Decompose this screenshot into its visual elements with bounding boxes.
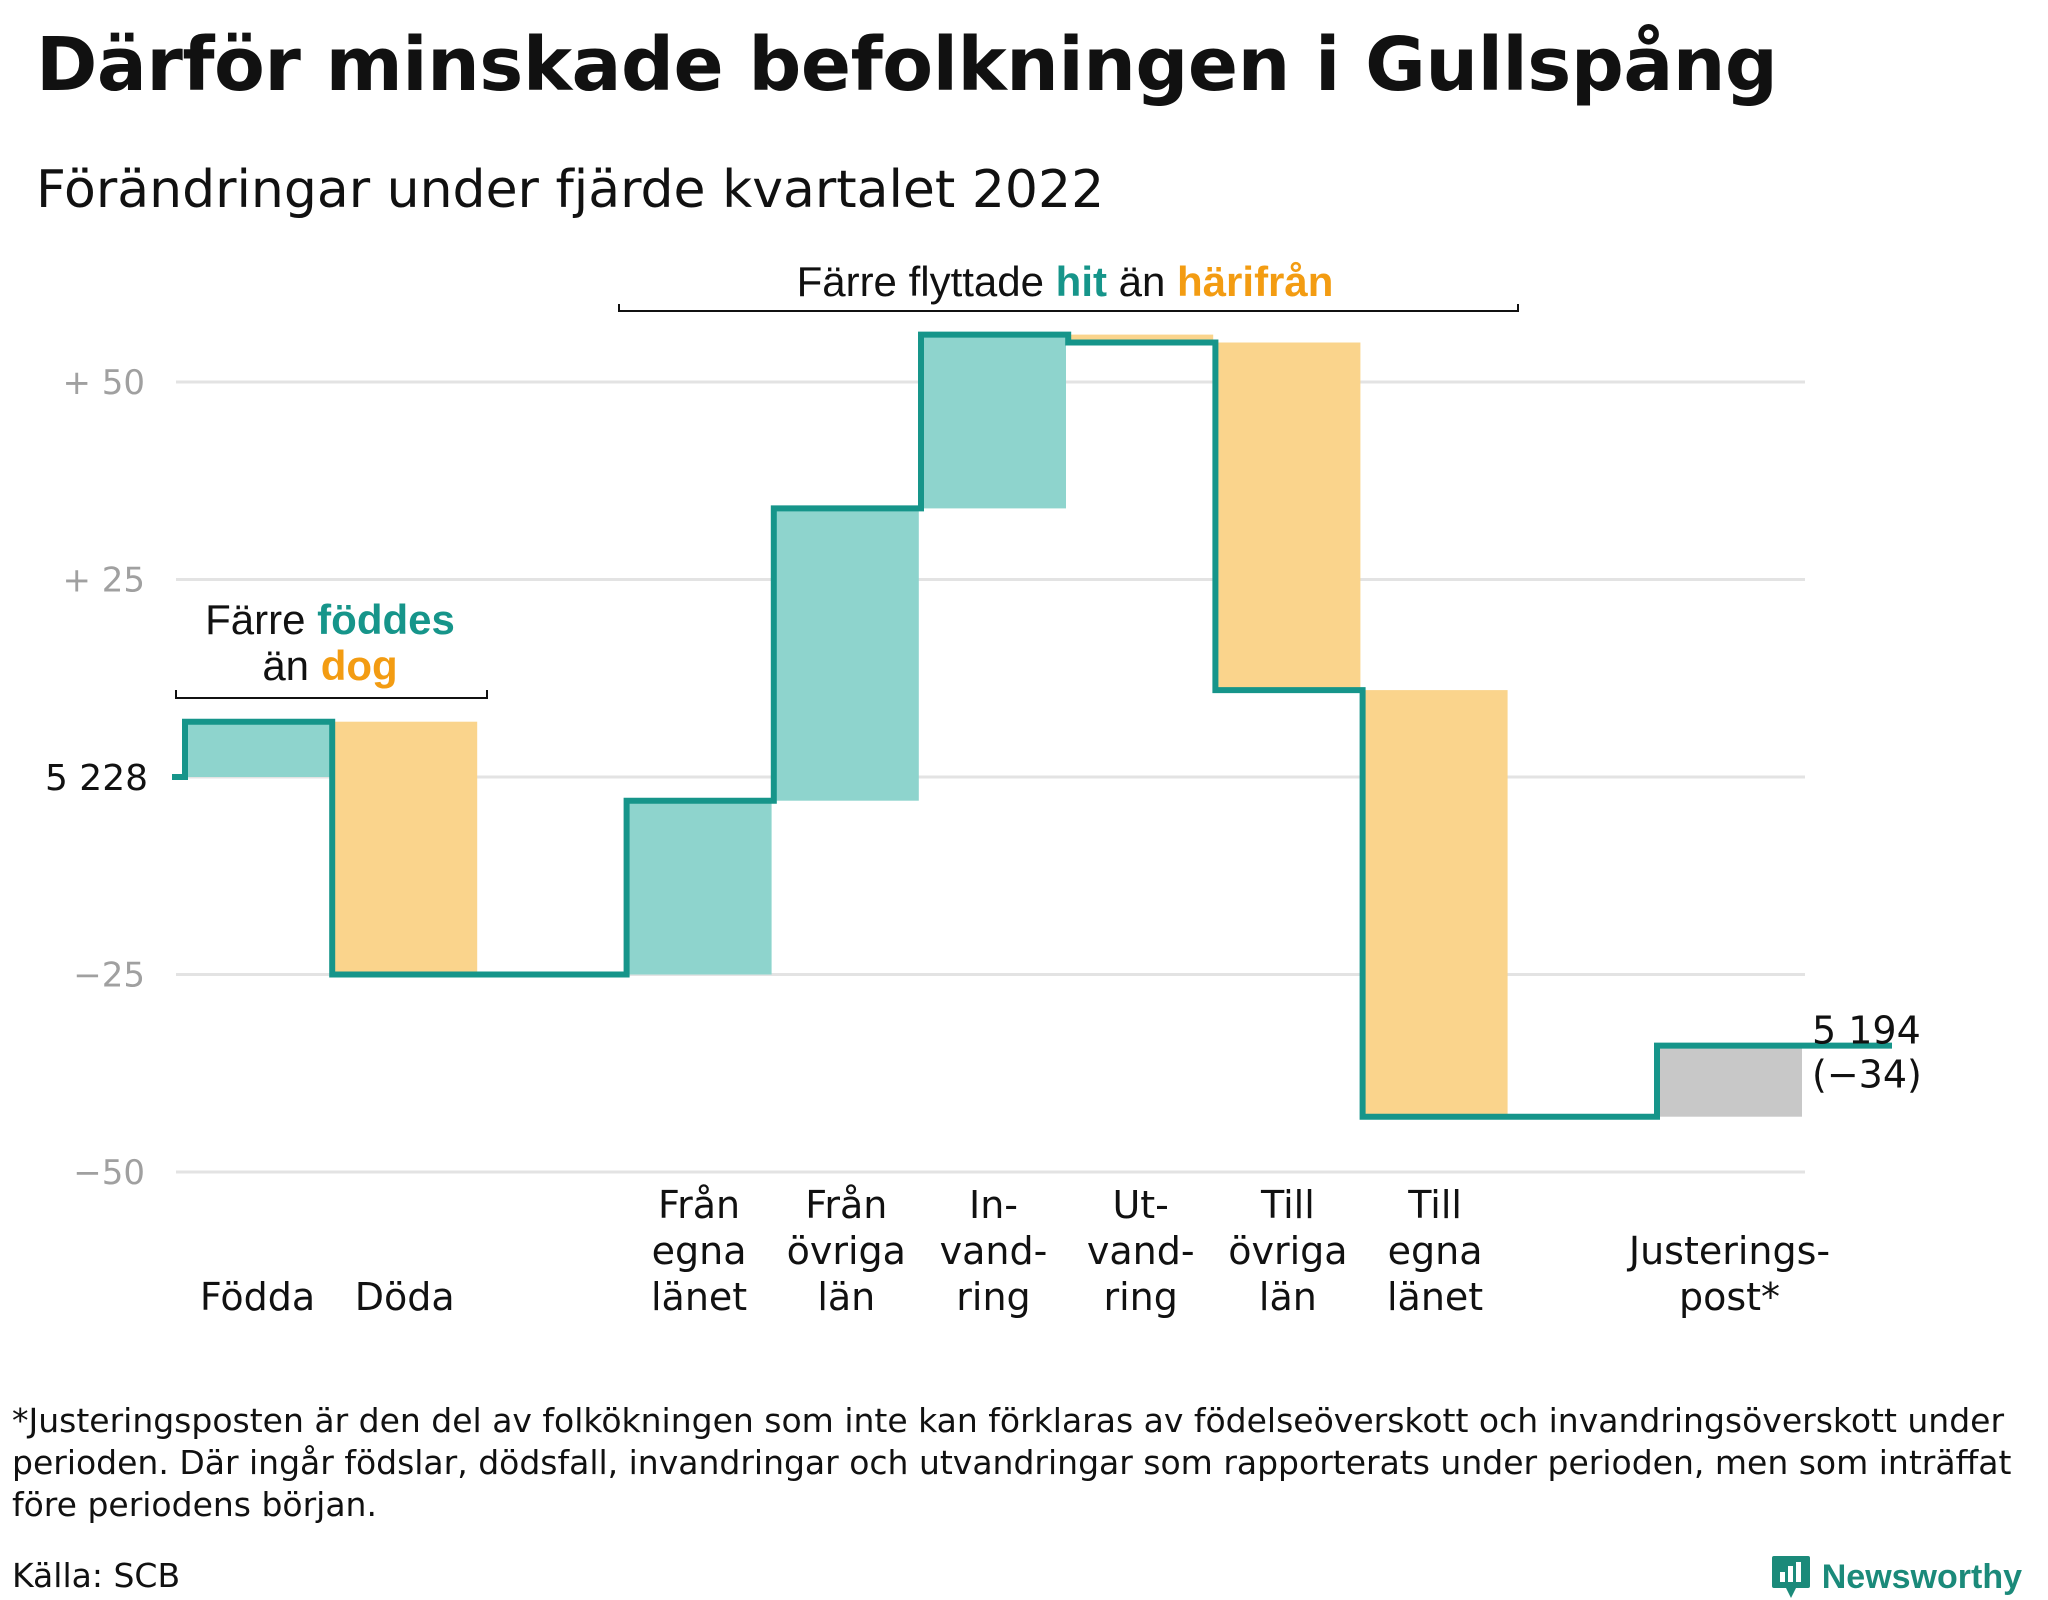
bar-justeringspost	[1657, 1045, 1802, 1117]
chart-title: Därför minskade befolkningen i Gullspång	[36, 22, 1778, 108]
category-label-fodda: Födda	[200, 1275, 315, 1319]
moves-annotation-teal: hit	[1056, 258, 1107, 305]
newsworthy-logo-icon	[1771, 1556, 1810, 1598]
category-label-invandring: In-	[969, 1183, 1018, 1227]
bar-fodda	[185, 721, 330, 777]
category-label-utvandring: ring	[1104, 1275, 1178, 1319]
svg-text:än dog: än dog	[262, 642, 397, 689]
category-label-till-egna-lanet: Till	[1407, 1183, 1462, 1227]
category-label-till-egna-lanet: egna	[1388, 1229, 1483, 1273]
bar-till-egna-lanet	[1362, 690, 1508, 1117]
births-annotation-teal: föddes	[317, 596, 455, 643]
moves-annotation-text2: än	[1119, 258, 1166, 305]
category-label-fran-ovriga-lan: Från	[805, 1183, 887, 1227]
source: Källa: SCB	[12, 1556, 181, 1595]
y-tick-label: −50	[73, 1153, 145, 1193]
category-label-fran-ovriga-lan: övriga	[787, 1229, 906, 1273]
moves-annotation: Färre flyttade hit än härifrån	[618, 258, 1519, 312]
end-change-label: (−34)	[1812, 1053, 1922, 1097]
births-bracket	[175, 690, 488, 699]
y-tick-label: −25	[73, 956, 145, 996]
step-line	[172, 331, 1892, 1120]
category-label-doda: Döda	[355, 1275, 455, 1319]
category-label-till-ovriga-lan: Till	[1260, 1183, 1315, 1227]
bar-fran-ovriga-lan	[773, 508, 919, 801]
bar-invandring	[921, 334, 1066, 509]
category-label-utvandring: vand-	[1087, 1229, 1195, 1273]
end-value-label: 5 194	[1812, 1009, 1921, 1053]
category-label-till-ovriga-lan: övriga	[1228, 1229, 1347, 1273]
bar-utvandring	[1068, 334, 1214, 343]
category-label-fran-egna-lanet: egna	[652, 1229, 747, 1273]
chart-subtitle: Förändringar under fjärde kvartalet 2022	[36, 160, 1105, 220]
category-label-fran-egna-lanet: länet	[651, 1275, 747, 1319]
bar-doda	[332, 721, 478, 975]
births-annotation-text: Färre	[205, 596, 305, 643]
svg-text:Färre flyttade hit: Färre flyttade hit än härifrån	[797, 258, 1334, 305]
waterfall-step-line	[172, 331, 1892, 1120]
category-label-fran-ovriga-lan: län	[817, 1275, 875, 1319]
births-annotation-orange: dog	[321, 642, 398, 689]
svg-text:Färre föddes: Färre föddes	[205, 596, 455, 643]
moves-annotation-text: Färre flyttade	[797, 258, 1044, 305]
brand-name: Newsworthy	[1821, 1557, 2022, 1596]
brand[interactable]: Newsworthy	[1770, 1554, 2022, 1600]
births-annotation-text2: än	[262, 642, 309, 689]
footnote: *Justeringsposten är den del av folkökni…	[12, 1401, 2012, 1524]
start-value-label: 5 228	[45, 758, 148, 799]
moves-bracket	[618, 304, 1519, 312]
bar-till-ovriga-lan	[1215, 342, 1361, 691]
category-label-till-ovriga-lan: län	[1259, 1275, 1317, 1319]
category-label-invandring: vand-	[940, 1229, 1048, 1273]
category-label-fran-egna-lanet: Från	[658, 1183, 740, 1227]
category-label-utvandring: Ut-	[1112, 1183, 1168, 1227]
births-annotation: Färre föddes än dog	[175, 596, 488, 699]
category-label-justeringspost: post*	[1679, 1275, 1780, 1319]
y-tick-label: + 50	[62, 363, 145, 403]
y-tick-label: + 25	[62, 561, 145, 601]
category-label-till-egna-lanet: länet	[1387, 1275, 1483, 1319]
bar-fran-egna-lanet	[626, 800, 772, 975]
category-label-invandring: ring	[956, 1275, 1030, 1319]
category-label-justeringspost: Justerings-	[1627, 1229, 1830, 1273]
waterfall-bars	[185, 334, 1802, 1117]
moves-annotation-orange: härifrån	[1177, 258, 1333, 305]
